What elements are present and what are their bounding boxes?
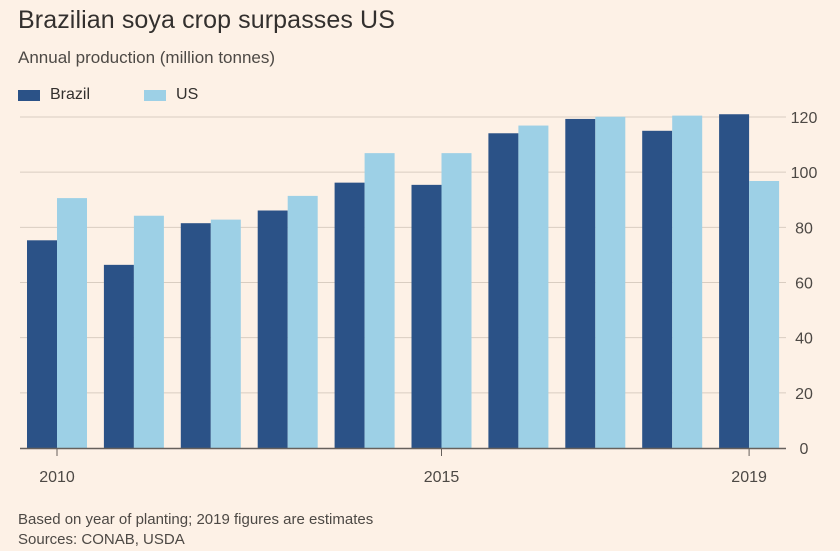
bar-us: [518, 125, 549, 448]
y-tick-label: 100: [791, 165, 818, 182]
legend-item-brazil: Brazil: [18, 86, 90, 104]
y-tick-label: 60: [795, 276, 813, 293]
bar-us: [287, 195, 318, 448]
bar-brazil: [27, 240, 57, 448]
x-tick-label: 2015: [424, 469, 460, 486]
legend-swatch-us: [144, 89, 167, 101]
bar-brazil: [334, 182, 365, 449]
bar-us: [672, 115, 703, 448]
legend-item-us: US: [144, 86, 198, 104]
legend-swatch-brazil: [18, 89, 40, 101]
y-tick-label: 40: [795, 331, 813, 348]
bar-brazil: [565, 118, 596, 448]
legend: Brazil US: [18, 86, 252, 104]
bar-brazil: [411, 184, 442, 449]
legend-label-brazil: Brazil: [50, 86, 91, 103]
bar-us: [749, 180, 780, 448]
bar-brazil: [257, 210, 288, 448]
bar-us: [133, 215, 164, 448]
chart-title: Brazilian soya crop surpasses US: [18, 6, 395, 34]
bar-brazil: [103, 264, 134, 448]
bar-brazil: [719, 114, 750, 448]
chart-note: Based on year of planting; 2019 figures …: [18, 511, 374, 528]
y-tick-label: 0: [800, 441, 809, 458]
bar-us: [210, 219, 241, 448]
bar-us: [595, 116, 626, 448]
bar-brazil: [488, 133, 519, 448]
bar-brazil: [642, 130, 673, 448]
bar-us: [364, 153, 395, 449]
chart-subtitle: Annual production (million tonnes): [18, 48, 276, 67]
bar-us: [441, 153, 472, 449]
x-tick-label: 2010: [39, 469, 75, 486]
footnote: Based on year of planting; 2019 figures …: [18, 510, 373, 550]
x-tick-label: 2019: [731, 469, 767, 486]
bar-brazil: [180, 223, 211, 448]
bar-us: [57, 198, 87, 448]
y-tick-label: 20: [795, 386, 813, 403]
y-tick-label: 80: [795, 220, 813, 237]
chart-sources: Sources: CONAB, USDA: [18, 531, 185, 548]
y-tick-label: 120: [791, 110, 818, 127]
legend-label-us: US: [176, 86, 199, 103]
